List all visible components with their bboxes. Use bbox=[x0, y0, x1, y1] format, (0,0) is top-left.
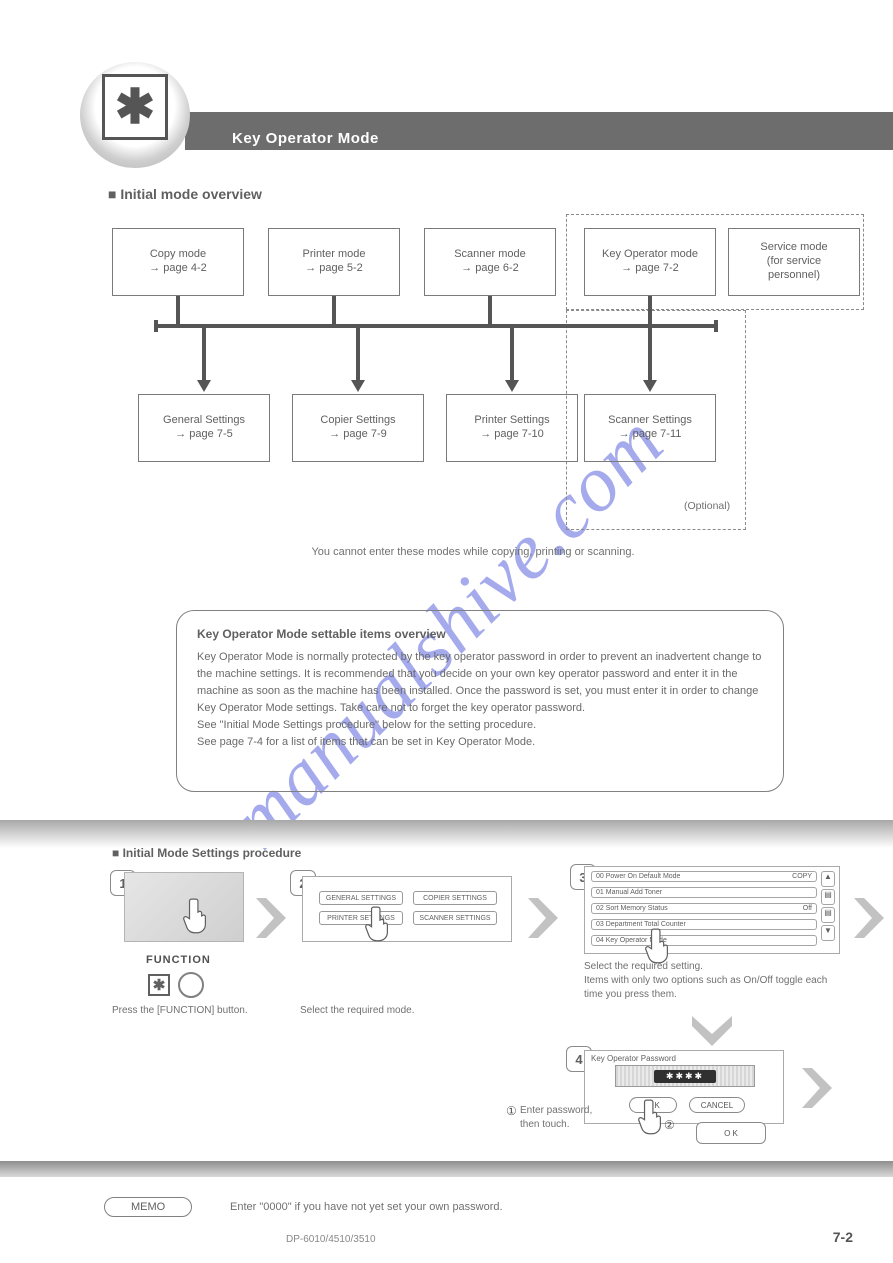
password-title: Key Operator Password bbox=[591, 1054, 676, 1063]
lcd-step2: GENERAL SETTINGS COPIER SETTINGS PRINTER… bbox=[302, 876, 512, 942]
chevron-right-icon bbox=[254, 896, 290, 940]
list-item[interactable]: 00 Power On Default ModeCOPY bbox=[591, 871, 817, 882]
function-button-outline bbox=[178, 972, 204, 998]
hand-icon bbox=[183, 895, 211, 935]
mode-box-copier: Copier Settings→ page 7-9 bbox=[292, 394, 424, 462]
mode-box-printer: Printer mode→ page 5-2 bbox=[268, 228, 400, 296]
optional-label: (Optional) bbox=[684, 500, 730, 512]
list-item[interactable]: 02 Sort Memory StatusOff bbox=[591, 903, 817, 914]
chevron-right-icon bbox=[800, 1066, 836, 1110]
list-item[interactable]: 01 Manual Add Toner bbox=[591, 887, 817, 898]
connector bbox=[648, 328, 652, 382]
page-subtitle: ■ Initial mode overview bbox=[108, 186, 262, 202]
asterisk-glyph: ✱ bbox=[115, 79, 155, 135]
steps-gradient bbox=[0, 820, 893, 848]
connector bbox=[176, 296, 180, 324]
diagram-caption: You cannot enter these modes while copyi… bbox=[88, 546, 858, 558]
memo-body: Enter "0000" if you have not yet set you… bbox=[230, 1200, 503, 1215]
connector bbox=[154, 320, 158, 332]
step4-marker-1: ① bbox=[506, 1104, 517, 1118]
function-label: FUNCTION bbox=[146, 954, 211, 966]
connector bbox=[510, 328, 514, 382]
scroll-column: ▲ ▤ ▤ ▼ bbox=[821, 871, 835, 943]
scroll-mid-button[interactable]: ▤ bbox=[821, 889, 835, 905]
connector bbox=[714, 320, 718, 332]
password-display: ✱✱✱✱ bbox=[615, 1065, 755, 1087]
scroll-up-button[interactable]: ▲ bbox=[821, 871, 835, 887]
chevron-right-icon bbox=[526, 896, 562, 940]
hand-icon bbox=[645, 925, 673, 965]
copier-settings-button[interactable]: COPIER SETTINGS bbox=[413, 891, 497, 905]
connector-bus bbox=[154, 324, 718, 328]
mode-box-general: General Settings→ page 7-5 bbox=[138, 394, 270, 462]
asterisk-icon: ✱ bbox=[102, 74, 168, 140]
lcd-step3: 00 Power On Default ModeCOPY 01 Manual A… bbox=[584, 866, 840, 954]
hand-icon bbox=[638, 1096, 666, 1136]
chevron-down-icon bbox=[690, 1014, 734, 1050]
cancel-button[interactable]: CANCEL bbox=[689, 1097, 745, 1113]
footer-gradient bbox=[0, 1161, 893, 1177]
mode-box-scanner: Scanner mode→ page 6-2 bbox=[424, 228, 556, 296]
chevron-right-icon bbox=[852, 896, 888, 940]
list-item[interactable]: 04 Key Operator Mode bbox=[591, 935, 817, 946]
page-number: 7-2 bbox=[833, 1229, 853, 1245]
step3-caption: Select the required setting.Items with o… bbox=[584, 960, 840, 1002]
connector bbox=[202, 328, 206, 382]
mode-box-scanner2: Scanner Settings→ page 7-11 bbox=[584, 394, 716, 462]
memo-pill: MEMO bbox=[104, 1197, 192, 1217]
overview-body: Key Operator Mode is normally protected … bbox=[197, 649, 763, 751]
control-panel-photo bbox=[124, 872, 244, 942]
function-asterisk-icon: ✱ bbox=[148, 974, 170, 996]
arrow-down-icon bbox=[197, 380, 211, 392]
arrow-down-icon bbox=[505, 380, 519, 392]
connector bbox=[648, 296, 652, 324]
password-stars: ✱✱✱✱ bbox=[654, 1070, 716, 1083]
overview-title: Key Operator Mode settable items overvie… bbox=[197, 627, 763, 641]
scroll-down-button[interactable]: ▼ bbox=[821, 925, 835, 941]
step2-caption: Select the required mode. bbox=[300, 1004, 510, 1018]
scanner-settings-button[interactable]: SCANNER SETTINGS bbox=[413, 911, 497, 925]
mode-box-copy: Copy mode→ page 4-2 bbox=[112, 228, 244, 296]
arrow-down-icon bbox=[643, 380, 657, 392]
mode-diagram: Copy mode→ page 4-2 Printer mode→ page 5… bbox=[88, 218, 860, 546]
list-item[interactable]: 03 Department Total Counter bbox=[591, 919, 817, 930]
arrow-down-icon bbox=[351, 380, 365, 392]
scroll-mid-button[interactable]: ▤ bbox=[821, 907, 835, 923]
model-line: DP-6010/4510/3510 bbox=[286, 1234, 376, 1245]
step1-caption: Press the [FUNCTION] button. bbox=[112, 1004, 252, 1018]
mode-box-service: Service mode(for servicepersonnel) bbox=[728, 228, 860, 296]
hand-icon bbox=[365, 903, 393, 943]
step4-hint2: then touch. bbox=[520, 1118, 569, 1132]
steps-title: ■ Initial Mode Settings procedure bbox=[112, 846, 301, 860]
mode-box-keyop: Key Operator mode→ page 7-2 bbox=[584, 228, 716, 296]
connector bbox=[356, 328, 360, 382]
connector bbox=[332, 296, 336, 324]
step4-hint1: Enter password, bbox=[520, 1104, 592, 1118]
overview-box: Key Operator Mode settable items overvie… bbox=[176, 610, 784, 792]
page: manualshive.com ✱ Key Operator Mode ■ In… bbox=[0, 0, 893, 1263]
password-panel: Key Operator Password ✱✱✱✱ O K CANCEL bbox=[584, 1050, 784, 1124]
section-title: Key Operator Mode bbox=[232, 130, 379, 147]
step4-marker-2: ② bbox=[664, 1118, 675, 1132]
big-ok-button[interactable]: O K bbox=[696, 1122, 766, 1144]
connector bbox=[488, 296, 492, 324]
mode-box-printer2: Printer Settings→ page 7-10 bbox=[446, 394, 578, 462]
